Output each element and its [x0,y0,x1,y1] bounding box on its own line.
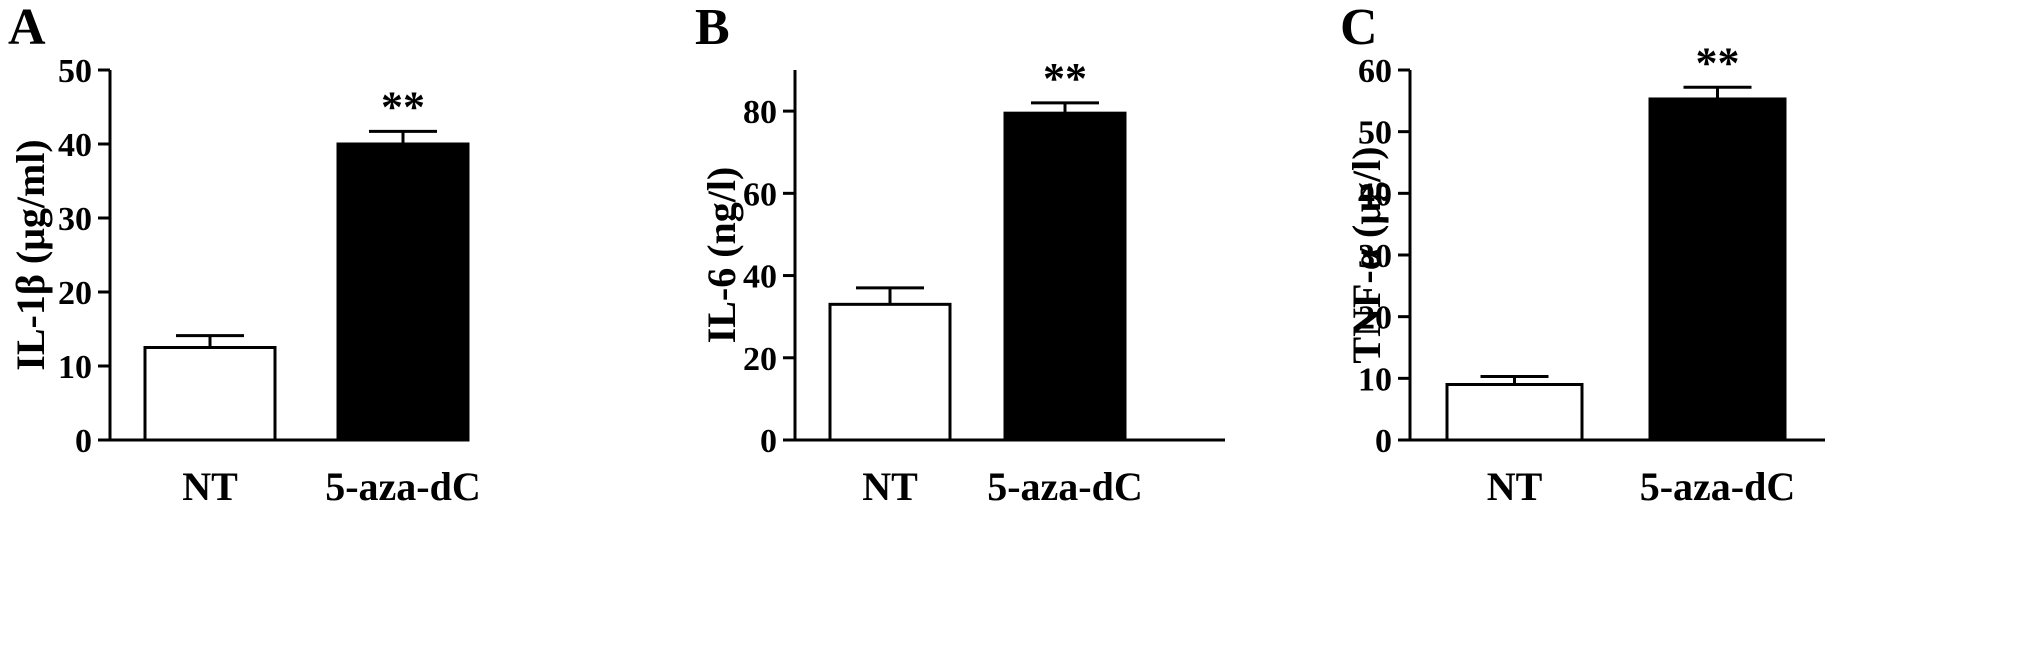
x-tick-label: NT [862,464,918,509]
y-tick-label: 20 [1358,300,1392,337]
panel-letter: C [1340,0,1378,56]
y-tick-label: 40 [743,259,777,296]
y-axis-label: IL-6 (ng/l) [699,167,744,344]
bar [336,142,470,442]
bar [1445,383,1584,442]
y-tick-label: 0 [75,423,92,460]
y-axis-label: TNF-α (μg/l) [1344,146,1389,363]
y-tick-label: 30 [58,201,92,238]
y-tick-label: 10 [1358,361,1392,398]
y-axis-label: IL-1β (μg/ml) [8,139,53,371]
x-tick-label: 5-aza-dC [1640,464,1796,509]
significance-label: ** [1696,38,1740,87]
y-tick-label: 50 [1358,115,1392,152]
y-tick-label: 30 [1358,238,1392,275]
panel-b: B 0 20 40 60 80 IL-6 (ng/l) NT ** 5-aza-dC [695,0,1225,509]
y-tick-label: 20 [743,341,777,378]
x-tick-label: NT [1487,464,1543,509]
panel-letter: A [8,0,46,56]
significance-label: ** [1043,54,1087,103]
x-tick-label: 5-aza-dC [325,464,481,509]
significance-label: ** [381,82,425,131]
y-tick-label: 60 [1358,53,1392,90]
y-tick-label: 40 [58,127,92,164]
y-tick-label: 40 [1358,176,1392,213]
bar [143,346,277,442]
y-tick-label: 0 [760,423,777,460]
y-tick-label: 20 [58,275,92,312]
y-tick-label: 80 [743,94,777,131]
bar [828,302,952,442]
panel-letter: B [695,0,730,56]
panel-a: A 0 10 20 30 40 50 IL-1β (μg/ml) NT ** 5-aza-dC [8,0,481,509]
y-tick-label: 10 [58,349,92,386]
y-tick-label: 60 [743,176,777,213]
x-tick-label: NT [182,464,238,509]
y-tick-label: 50 [58,53,92,90]
panel-c: C 0 10 20 30 40 50 60 TNF-α (μg/l) NT ** 5-aza-dC [1340,0,1825,509]
x-tick-label: 5-aza-dC [987,464,1143,509]
bar [1003,111,1127,442]
y-tick-label: 0 [1375,423,1392,460]
bar [1648,97,1787,442]
